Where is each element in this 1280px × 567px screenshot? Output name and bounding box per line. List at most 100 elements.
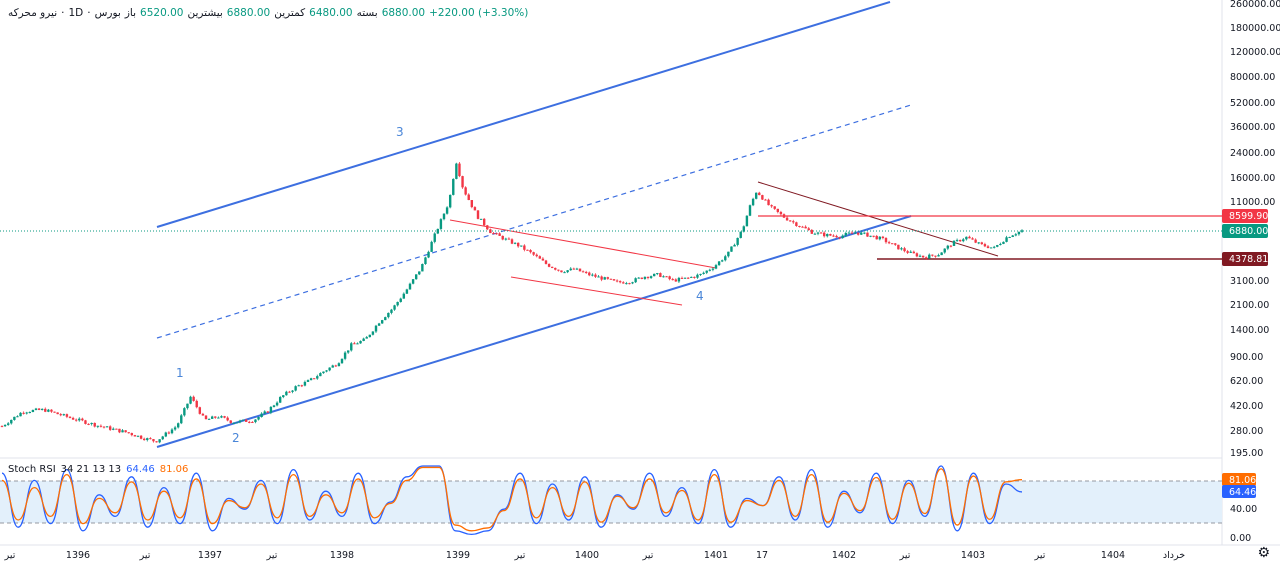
- candle-body: [934, 255, 937, 257]
- candle-body: [198, 407, 202, 414]
- candle-body: [269, 406, 273, 413]
- candle-body: [965, 236, 968, 240]
- candle-body: [74, 419, 78, 421]
- candle-body: [881, 236, 885, 239]
- candle-body: [405, 289, 409, 294]
- candle-body: [217, 417, 220, 419]
- candle-body: [479, 218, 483, 220]
- candle-body: [455, 163, 458, 179]
- exchange: بورس: [94, 7, 121, 19]
- x-tick-label: 1398: [330, 550, 354, 561]
- candle-body: [473, 207, 477, 211]
- candle-body: [742, 226, 746, 232]
- candle-body: [186, 403, 189, 409]
- candle-body: [414, 274, 418, 280]
- separator: ·: [87, 7, 91, 19]
- candle-body: [529, 250, 532, 253]
- channel-mid-line[interactable]: [156, 104, 912, 339]
- y-tick-label: 180000.00: [1230, 23, 1280, 34]
- candle-body: [999, 243, 1002, 246]
- candle-body: [853, 232, 857, 234]
- candle-body: [436, 228, 440, 234]
- candle-body: [232, 422, 236, 424]
- candle-body: [720, 260, 724, 262]
- channel-lower-line[interactable]: [156, 215, 912, 448]
- candle-body: [99, 425, 103, 427]
- gear-icon[interactable]: ⚙: [1257, 545, 1270, 561]
- candle-body: [878, 236, 882, 240]
- candle-body: [581, 271, 585, 273]
- candle-body: [90, 422, 93, 425]
- candle-body: [832, 235, 835, 237]
- candle-body: [25, 412, 28, 414]
- candle-body: [448, 194, 452, 208]
- y-tick-label: 1400.00: [1230, 325, 1269, 336]
- candle-body: [470, 200, 474, 208]
- candle-body: [229, 420, 232, 423]
- candle-body: [563, 272, 566, 274]
- indicator-k-value: 64.46: [126, 464, 155, 475]
- candle-body: [603, 277, 606, 280]
- candle-body: [807, 228, 810, 230]
- candle-body: [897, 244, 900, 250]
- indicator-header[interactable]: Stoch RSI 34 21 13 13 64.46 81.06: [8, 464, 188, 475]
- candle-body: [677, 277, 681, 282]
- candle-body: [445, 207, 449, 214]
- candle-body: [204, 415, 208, 420]
- candle-body: [22, 412, 25, 414]
- candle-body: [949, 245, 953, 247]
- candle-body: [263, 411, 266, 414]
- candle-body: [612, 279, 616, 281]
- candle-body: [127, 432, 130, 434]
- candle-body: [730, 246, 733, 252]
- y-tick-label: 3100.00: [1230, 276, 1269, 287]
- candle-body: [71, 417, 75, 420]
- candle-body: [303, 381, 307, 386]
- candle-body: [971, 238, 974, 240]
- candle-body: [359, 340, 362, 344]
- candle-body: [115, 428, 118, 430]
- candle-body: [340, 358, 344, 364]
- candle-body: [149, 438, 152, 440]
- interval[interactable]: 1D: [68, 7, 84, 19]
- candle-body: [121, 430, 124, 433]
- candle-body: [717, 261, 721, 266]
- channel-upper-line[interactable]: [156, 1, 891, 228]
- candle-body: [566, 270, 569, 273]
- candle-body: [241, 419, 245, 421]
- candle-body: [161, 436, 164, 440]
- candle-body: [1017, 231, 1021, 235]
- candle-body: [31, 409, 35, 413]
- candle-body: [486, 225, 489, 230]
- candle-body: [87, 423, 90, 425]
- candle-body: [331, 365, 334, 368]
- candle-body: [736, 237, 739, 245]
- candle-body: [943, 248, 946, 253]
- descending-trendline[interactable]: [757, 181, 999, 257]
- candle-body: [983, 244, 987, 247]
- x-tick-label: تیر: [4, 550, 16, 561]
- candle-body: [535, 254, 538, 257]
- x-tick-label: 1402: [832, 550, 856, 561]
- candle-body: [693, 276, 696, 278]
- y-tick-label: 2100.00: [1230, 300, 1269, 311]
- candle-body: [782, 214, 786, 218]
- candle-body: [792, 221, 795, 223]
- symbol-name[interactable]: نیرو محرکه: [8, 7, 58, 19]
- correction-upper-line[interactable]: [449, 219, 717, 269]
- candle-body: [118, 428, 121, 433]
- candle-body: [544, 260, 548, 264]
- candle-body: [260, 413, 263, 418]
- candle-body: [652, 273, 656, 277]
- candle-body: [906, 251, 909, 253]
- candle-body: [900, 248, 903, 250]
- candle-body: [523, 245, 526, 250]
- candle-body: [195, 400, 198, 408]
- candle-body: [0, 426, 4, 428]
- correction-lower-line[interactable]: [510, 276, 683, 306]
- low-value: 6480.00: [309, 7, 353, 19]
- candle-body: [733, 244, 736, 247]
- candle-body: [297, 385, 300, 387]
- separator: ·: [61, 7, 65, 19]
